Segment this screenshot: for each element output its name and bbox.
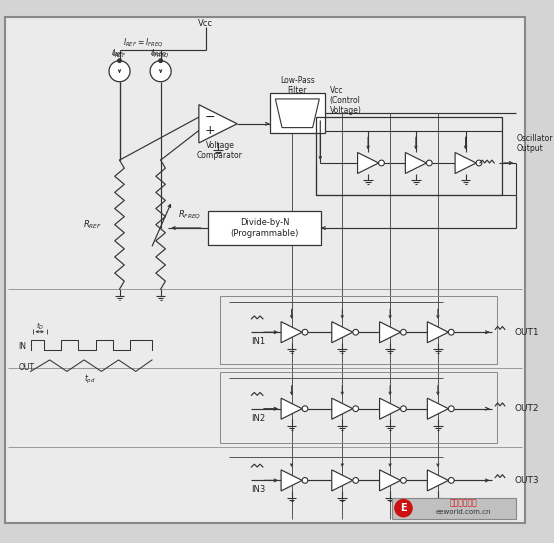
- Polygon shape: [379, 398, 401, 419]
- Text: Voltage
Comparator: Voltage Comparator: [197, 141, 243, 160]
- Circle shape: [353, 477, 358, 483]
- Circle shape: [401, 330, 406, 335]
- Text: OUT1: OUT1: [514, 328, 539, 337]
- Bar: [316, 117, 502, 195]
- Polygon shape: [281, 470, 302, 491]
- Text: $I_{REF}$: $I_{REF}$: [112, 48, 127, 60]
- Text: Vcc
(Control
Voltage): Vcc (Control Voltage): [330, 86, 362, 115]
- Text: $R_{FREQ}$: $R_{FREQ}$: [178, 209, 201, 222]
- Circle shape: [118, 59, 121, 62]
- Circle shape: [302, 406, 308, 412]
- Text: IN: IN: [18, 342, 26, 351]
- Bar: [270, 93, 325, 134]
- Bar: [220, 372, 497, 443]
- Text: $R_{REF}$: $R_{REF}$: [83, 218, 102, 231]
- Text: E: E: [400, 503, 407, 513]
- Text: IN1: IN1: [251, 337, 265, 346]
- Polygon shape: [379, 470, 401, 491]
- Text: Low-Pass
Filter: Low-Pass Filter: [280, 76, 315, 95]
- Polygon shape: [357, 153, 378, 174]
- Circle shape: [448, 330, 454, 335]
- Text: Oscillator
Output: Oscillator Output: [516, 134, 553, 154]
- Circle shape: [159, 59, 162, 62]
- Polygon shape: [455, 153, 476, 174]
- Circle shape: [448, 477, 454, 483]
- Circle shape: [302, 477, 308, 483]
- Circle shape: [109, 61, 130, 81]
- Bar: [208, 211, 321, 245]
- Polygon shape: [281, 321, 302, 343]
- Polygon shape: [332, 470, 353, 491]
- Polygon shape: [332, 321, 353, 343]
- Bar: [220, 296, 497, 364]
- Circle shape: [476, 160, 482, 166]
- Text: $I_{FREQ}$: $I_{FREQ}$: [150, 49, 167, 59]
- Text: OUT2: OUT2: [514, 404, 539, 413]
- Circle shape: [302, 330, 308, 335]
- Polygon shape: [281, 398, 302, 419]
- Text: IN3: IN3: [251, 485, 265, 495]
- Circle shape: [353, 330, 358, 335]
- Polygon shape: [406, 153, 427, 174]
- Circle shape: [401, 477, 406, 483]
- Polygon shape: [427, 321, 448, 343]
- Text: $t_{pd}$: $t_{pd}$: [84, 372, 96, 386]
- Text: IN2: IN2: [251, 414, 265, 423]
- Text: OUT3: OUT3: [514, 476, 539, 485]
- Text: $I_{REF} = I_{FREQ}$: $I_{REF} = I_{FREQ}$: [123, 36, 163, 49]
- Text: Divide-by-N
(Programmable): Divide-by-N (Programmable): [230, 218, 299, 238]
- Text: OUT: OUT: [18, 363, 34, 372]
- Polygon shape: [332, 398, 353, 419]
- Bar: [392, 497, 516, 519]
- Text: Vcc: Vcc: [198, 19, 213, 28]
- Text: −: −: [205, 111, 216, 124]
- Text: $t_D$: $t_D$: [35, 321, 44, 332]
- Circle shape: [353, 406, 358, 412]
- Circle shape: [395, 500, 412, 517]
- Text: $I_{REF}$: $I_{REF}$: [111, 49, 124, 59]
- Polygon shape: [427, 398, 448, 419]
- Circle shape: [150, 61, 171, 81]
- Polygon shape: [379, 321, 401, 343]
- Circle shape: [401, 406, 406, 412]
- Text: eeworld.com.cn: eeworld.com.cn: [436, 509, 491, 515]
- Text: 电子工程世界: 电子工程世界: [450, 499, 478, 508]
- Circle shape: [427, 160, 432, 166]
- Circle shape: [378, 160, 384, 166]
- Polygon shape: [427, 470, 448, 491]
- Circle shape: [448, 406, 454, 412]
- Polygon shape: [199, 105, 237, 143]
- Text: +: +: [205, 124, 216, 137]
- Text: $I_{FREQ}$: $I_{FREQ}$: [151, 48, 170, 60]
